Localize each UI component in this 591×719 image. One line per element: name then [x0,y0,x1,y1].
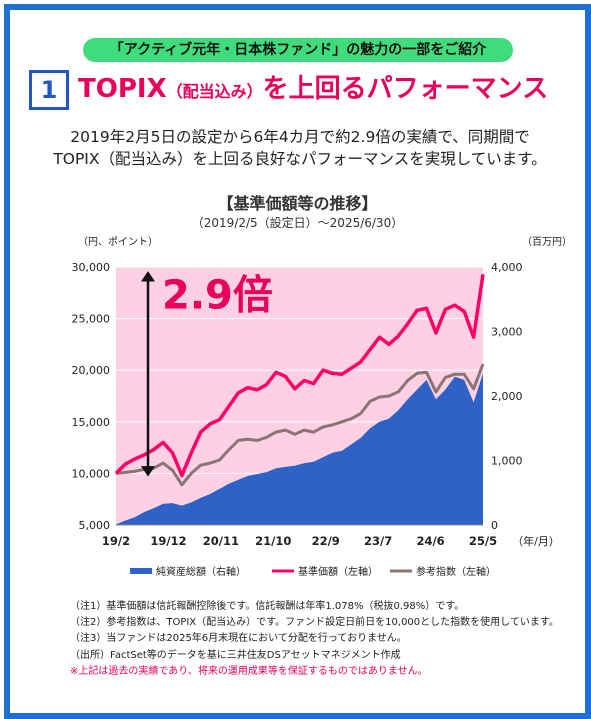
x-tick-label: 22/9 [312,534,340,548]
note-1: （注1）基準価額は信託報酬控除後です。信託報酬は年率1.078%（税抜0.98%… [70,601,465,612]
note-3: （注3）当ファンドは2025年6月末現在において分配を行っておりません。 [70,633,407,645]
x-tick-label: 25/5 [469,534,497,548]
y-tick-right: 1,000 [491,455,523,468]
y-axis-right-label: （百万円） [522,236,572,248]
lead-line-2: TOPIX（配当込み）を上回る良好なパフォーマンスを実現しています。 [53,150,547,168]
y-tick-right: 2,000 [491,390,523,403]
legend-label: 参考指数（左軸） [416,565,496,578]
headline-topix: TOPIX [78,74,167,104]
y-tick-left: 5,000 [79,519,111,532]
growth-arrow-head-top [141,271,155,282]
series-line-nav [114,273,485,478]
y-tick-right: 0 [491,519,498,532]
headline-outperform: を上回るパフォーマンス [262,74,549,104]
headline-dividend: （配当込み） [166,82,263,101]
performance-chart: 5,000 10,000 15,000 20,000 25,000 30,000 0 1,00… [72,236,573,578]
note-2: （注2）参考指数は、TOPIX（配当込み）です。ファンド設定日前日を10,000… [70,617,559,629]
info-card: 「アクティブ元年・日本株ファンド」の魅力の一部をご紹介 1 TOPIX（配当込み… [4,4,591,719]
section-number: 1 [29,70,69,110]
y-tick-right: 4,000 [491,261,523,274]
y-tick-left: 10,000 [72,467,111,480]
y-axis-left-label: （円、ポイント） [78,236,158,248]
x-tick-label: 23/7 [364,534,392,548]
headline: TOPIX（配当込み）を上回るパフォーマンス [78,68,578,108]
legend-label: 純資産総額（右軸） [156,565,246,578]
y-tick-left: 25,000 [72,313,111,326]
growth-arrow-head-bottom [141,466,155,477]
series-line-reference-index [115,363,485,487]
x-tick-label: 19/12 [150,534,186,548]
series-area-net-assets [116,373,483,525]
note-source: （出所）FactSet等のデータを基に三井住友DSアセットマネジメント作成 [70,649,401,661]
intro-badge: 「アクティブ元年・日本株ファンド」の魅力の一部をご紹介 [83,38,513,62]
note-disclaimer: ※上記は過去の実績であり、将来の運用成果等を保証するものではありません。 [70,665,428,677]
legend-swatch-net-assets [130,568,152,574]
growth-annotation: 2.9倍 [162,272,273,318]
footnotes: （注1）基準価額は信託報酬控除後です。信託報酬は年率1.078%（税抜0.98%… [70,599,570,680]
chart-title: 【基準価額等の推移】 [217,194,378,213]
x-tick-label: 24/6 [416,534,444,548]
y-tick-left: 20,000 [72,364,111,377]
x-tick-label: 19/2 [102,534,130,548]
y-tick-right: 3,000 [491,326,523,339]
lead-text: 2019年2月5日の設定から6年4カ月で約2.9倍の実績で、同期間で TOPIX… [30,126,570,170]
x-tick-label: 20/11 [203,534,239,548]
legend-label: 基準価額（左軸） [298,565,378,578]
chart-subtitle: （2019/2/5（設定日）～2025/6/30） [191,216,404,230]
lead-line-1: 2019年2月5日の設定から6年4カ月で約2.9倍の実績で、同期間で [70,128,530,146]
x-tick-label: 21/10 [255,534,291,548]
y-tick-left: 15,000 [72,416,111,429]
y-tick-left: 30,000 [72,261,111,274]
x-axis-label: （年/月） [512,534,560,548]
